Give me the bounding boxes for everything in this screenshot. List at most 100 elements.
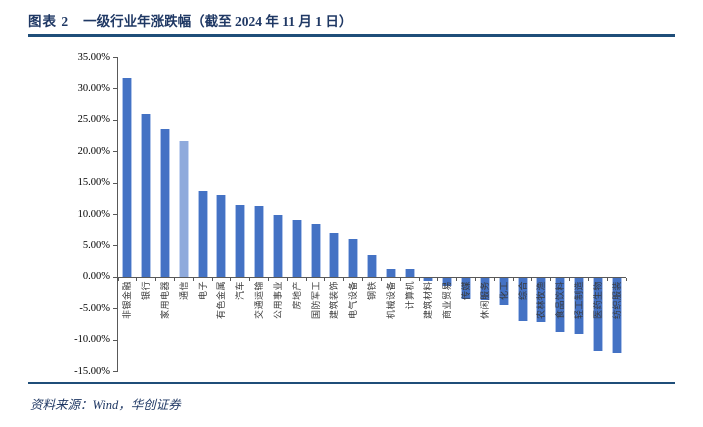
y-axis-tick — [113, 371, 118, 372]
x-axis-label: 家用电器 — [160, 280, 171, 319]
y-axis-tick — [113, 245, 118, 247]
y-axis-tick — [113, 88, 118, 90]
title-divider — [28, 34, 675, 37]
y-axis-tick — [113, 276, 118, 278]
bar-汽车 — [235, 205, 246, 277]
x-axis-tick — [268, 277, 270, 281]
x-axis-line — [118, 276, 626, 278]
y-tick-label: 35.00% — [77, 51, 110, 63]
x-axis-tick — [362, 277, 364, 281]
y-axis-labels: 35.00% 30.00% 25.00% 20.00% 15.00% 10.00% 5.00… — [30, 52, 110, 377]
x-axis-tick — [606, 277, 608, 281]
bar-电子 — [197, 191, 208, 277]
x-axis-label: 通信 — [178, 280, 189, 300]
x-axis-tick — [117, 277, 119, 281]
bar-食品饮料 — [555, 277, 566, 332]
x-axis-label: 综合 — [517, 280, 528, 300]
bar-家用电器 — [160, 128, 171, 277]
bar-医药生物 — [592, 277, 603, 352]
x-axis-label: 商业贸易 — [442, 280, 453, 319]
bar-钢铁 — [367, 254, 377, 277]
y-axis-tick — [113, 339, 118, 341]
bar-建筑装饰 — [329, 233, 340, 277]
x-axis-tick — [474, 277, 476, 281]
x-axis-tick — [173, 277, 175, 281]
bar-休闲服务 — [479, 277, 490, 300]
bar-有色金属 — [216, 195, 227, 277]
bar-银行 — [141, 114, 152, 277]
x-axis-tick — [230, 277, 232, 281]
x-axis-label: 医药生物 — [592, 280, 603, 319]
bar-轻工制造 — [573, 277, 584, 334]
x-axis-tick — [399, 277, 401, 281]
x-axis-label: 计算机 — [404, 280, 415, 310]
y-axis-tick — [113, 57, 118, 58]
y-axis-tick — [113, 182, 118, 184]
y-axis-tick — [113, 214, 118, 215]
x-axis-label: 汽车 — [235, 280, 246, 300]
x-axis-tick — [456, 277, 458, 281]
x-axis-label: 农林牧渔 — [536, 280, 547, 319]
x-axis-tick — [587, 277, 589, 281]
x-axis-label: 休闲服务 — [479, 280, 490, 319]
bar-非银金融 — [122, 78, 133, 277]
y-tick-label: 15.00% — [77, 177, 110, 189]
x-axis-label: 传媒 — [461, 280, 472, 300]
y-tick-label: 0.00% — [82, 271, 110, 283]
x-axis-tick — [192, 277, 194, 281]
bar-房地产 — [291, 220, 302, 277]
x-axis-tick — [625, 277, 627, 281]
y-tick-label: -5.00% — [79, 302, 110, 314]
x-axis-tick — [418, 277, 420, 281]
bar-chart-plot-area: 非银金融 银行 家用电器 通信 电子 有色金属 汽车 交通运输 公用事业 房地产 国防军工 建筑装饰电… — [113, 57, 627, 372]
x-axis-tick — [512, 277, 514, 281]
y-tick-label: -15.00% — [74, 365, 110, 377]
x-axis-tick — [493, 277, 495, 281]
bar-传媒 — [461, 277, 472, 300]
x-axis-label: 化工 — [498, 280, 509, 300]
bar-通信 — [178, 140, 189, 277]
x-axis-label: 钢铁 — [367, 280, 377, 300]
bar-建筑材料 — [423, 277, 434, 281]
x-axis-label: 房地产 — [291, 280, 302, 310]
x-axis-tick — [550, 277, 552, 281]
x-axis-tick — [286, 277, 288, 281]
x-axis-label: 公用事业 — [272, 280, 283, 319]
source-note: 资料来源：Wind，华创证券 — [30, 398, 181, 412]
x-axis-label: 有色金属 — [216, 280, 227, 319]
y-axis-tick — [113, 308, 118, 310]
y-axis-tick — [113, 151, 118, 153]
x-axis-label: 轻工制造 — [573, 280, 584, 319]
x-axis-tick — [569, 277, 571, 281]
bar-化工 — [498, 277, 509, 306]
x-axis-tick — [380, 277, 382, 281]
y-axis-tick — [113, 119, 118, 121]
y-tick-label: 30.00% — [77, 82, 110, 94]
y-tick-label: -10.00% — [74, 334, 110, 346]
x-axis-label: 国防军工 — [310, 280, 321, 319]
x-axis-tick — [211, 277, 213, 281]
bar-纺织服装 — [611, 277, 622, 353]
bar-商业贸易 — [442, 277, 453, 286]
x-axis-tick — [136, 277, 138, 281]
x-axis-tick — [305, 277, 307, 281]
figure-header: 图表 2 一级行业年涨跌幅（截至 2024 年 11 月 1 日） — [28, 10, 678, 30]
y-tick-label: 5.00% — [82, 239, 110, 251]
x-axis-label: 电子 — [197, 280, 208, 300]
x-axis-label: 电气设备 — [348, 280, 359, 319]
x-axis-label: 银行 — [141, 280, 152, 300]
x-axis-label: 机械设备 — [385, 280, 396, 319]
x-axis-label: 食品饮料 — [555, 280, 566, 319]
figure-title: 一级行业年涨跌幅（截至 2024 年 11 月 1 日） — [83, 14, 353, 29]
x-axis-label: 纺织服装 — [611, 280, 622, 319]
bar-计算机 — [404, 269, 415, 277]
figure-number-label: 图表 2 — [28, 14, 70, 29]
x-axis-tick — [155, 277, 157, 281]
bar-国防军工 — [310, 224, 321, 277]
x-axis-tick — [531, 277, 533, 281]
bar-农林牧渔 — [536, 277, 547, 322]
bar-综合 — [517, 277, 528, 321]
bar-交通运输 — [254, 206, 265, 277]
y-tick-label: 10.00% — [77, 208, 110, 220]
